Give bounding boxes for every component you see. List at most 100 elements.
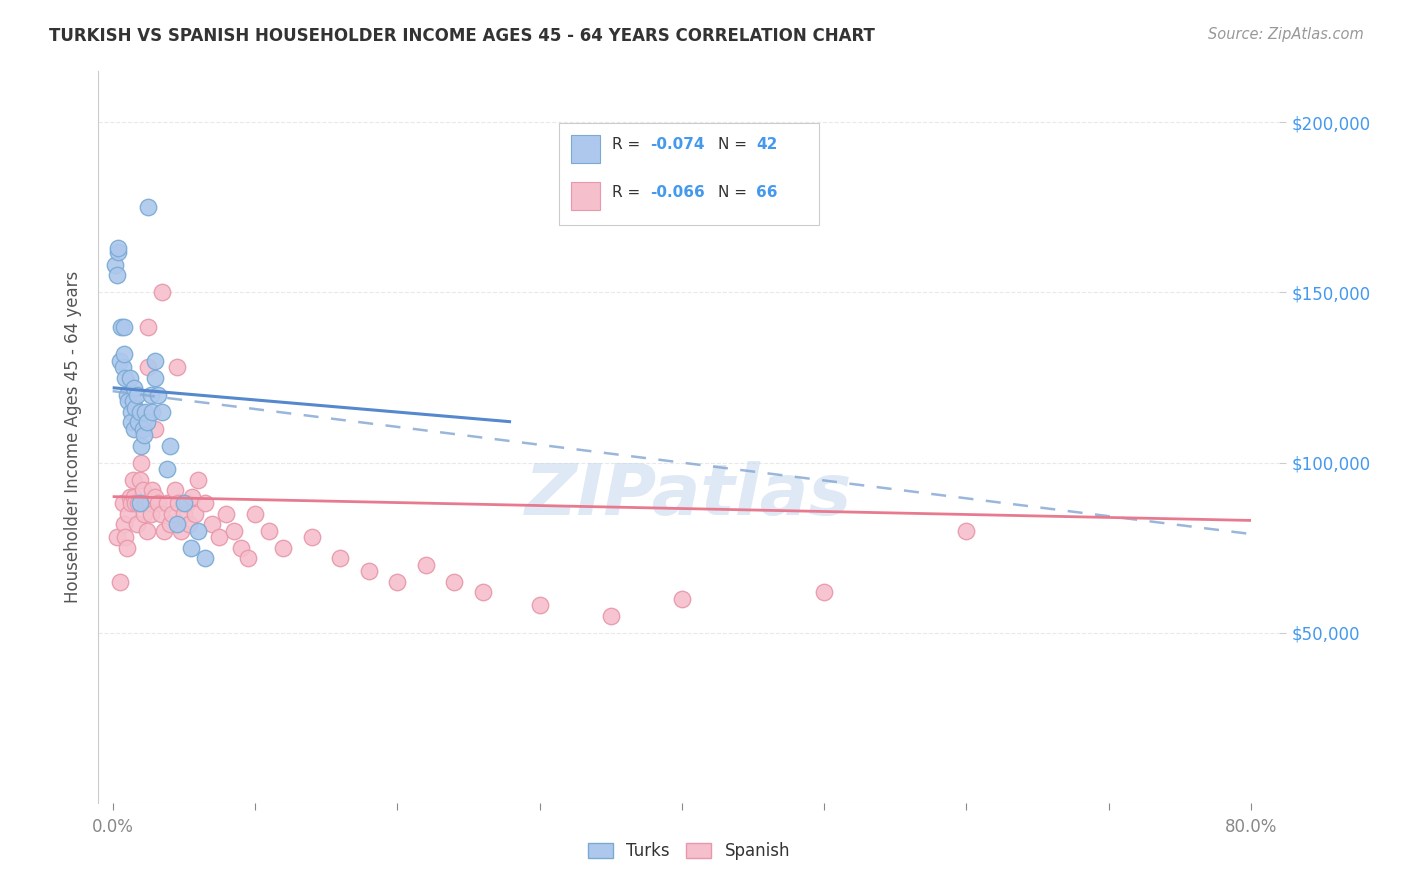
Point xyxy=(201,516,224,531)
Point xyxy=(179,516,201,531)
Point xyxy=(167,496,190,510)
Point xyxy=(156,462,179,476)
Point xyxy=(159,516,181,531)
Point xyxy=(118,370,141,384)
Point xyxy=(529,599,551,613)
Text: N =: N = xyxy=(718,137,752,152)
Point xyxy=(136,319,159,334)
Point xyxy=(107,241,129,255)
Point xyxy=(127,415,149,429)
Point xyxy=(184,507,207,521)
Point xyxy=(152,404,174,418)
Point xyxy=(105,531,128,545)
Point xyxy=(125,387,148,401)
Point xyxy=(112,319,135,334)
Point xyxy=(114,370,136,384)
Point xyxy=(187,524,209,538)
Point xyxy=(215,507,238,521)
Point xyxy=(150,507,173,521)
Point xyxy=(143,490,166,504)
Point xyxy=(107,244,129,259)
Point xyxy=(148,387,170,401)
Point xyxy=(955,524,977,538)
Point xyxy=(153,524,176,538)
Point xyxy=(173,507,195,521)
FancyBboxPatch shape xyxy=(571,135,600,163)
Point xyxy=(134,496,156,510)
Text: Source: ZipAtlas.com: Source: ZipAtlas.com xyxy=(1208,27,1364,42)
Point xyxy=(120,415,142,429)
Point xyxy=(143,421,166,435)
Point xyxy=(124,496,146,510)
Point xyxy=(471,585,494,599)
Point xyxy=(105,268,128,283)
Point xyxy=(156,496,179,510)
Point xyxy=(128,404,150,418)
Text: 66: 66 xyxy=(756,185,778,200)
Point xyxy=(121,473,143,487)
Point xyxy=(135,524,157,538)
Point xyxy=(152,285,174,300)
Point xyxy=(162,507,184,521)
Text: -0.066: -0.066 xyxy=(650,185,704,200)
Point xyxy=(132,507,155,521)
Text: R =: R = xyxy=(612,137,645,152)
Point xyxy=(121,394,143,409)
Point xyxy=(132,428,155,442)
Point xyxy=(139,507,162,521)
Point xyxy=(117,507,139,521)
Point xyxy=(111,360,134,375)
Point xyxy=(139,387,162,401)
Text: 42: 42 xyxy=(756,137,778,152)
Point xyxy=(301,531,323,545)
Text: -0.074: -0.074 xyxy=(650,137,704,152)
Point xyxy=(813,585,835,599)
Point xyxy=(128,473,150,487)
Point xyxy=(108,353,131,368)
Text: N =: N = xyxy=(718,185,752,200)
Point xyxy=(357,565,380,579)
Text: ZIPatlas: ZIPatlas xyxy=(526,461,852,530)
Point xyxy=(141,483,163,497)
Legend: Turks, Spanish: Turks, Spanish xyxy=(588,842,790,860)
Point xyxy=(136,201,159,215)
Text: TURKISH VS SPANISH HOUSEHOLDER INCOME AGES 45 - 64 YEARS CORRELATION CHART: TURKISH VS SPANISH HOUSEHOLDER INCOME AG… xyxy=(49,27,875,45)
Point xyxy=(208,531,231,545)
Point xyxy=(273,541,295,555)
Point xyxy=(115,541,138,555)
FancyBboxPatch shape xyxy=(571,182,600,211)
Point xyxy=(135,415,157,429)
Point xyxy=(104,258,127,272)
Point xyxy=(129,456,152,470)
Point xyxy=(194,496,217,510)
Point xyxy=(125,516,148,531)
Point xyxy=(128,496,150,510)
Point xyxy=(387,574,409,589)
Point xyxy=(176,496,198,510)
Point xyxy=(187,473,209,487)
Point xyxy=(111,496,134,510)
Point xyxy=(671,591,693,606)
Point xyxy=(129,439,152,453)
Point xyxy=(124,401,146,416)
Point xyxy=(131,421,153,435)
Point xyxy=(118,490,141,504)
Point xyxy=(138,496,160,510)
Point xyxy=(134,404,156,418)
FancyBboxPatch shape xyxy=(560,122,818,225)
Point xyxy=(180,541,202,555)
Point xyxy=(143,370,166,384)
Point xyxy=(108,574,131,589)
Point xyxy=(131,483,153,497)
Point xyxy=(148,496,170,510)
Point xyxy=(165,483,187,497)
Point xyxy=(112,516,135,531)
Point xyxy=(243,507,266,521)
Point xyxy=(173,496,195,510)
Point xyxy=(181,490,204,504)
Point xyxy=(110,319,132,334)
Point xyxy=(166,360,188,375)
Point xyxy=(115,387,138,401)
Point xyxy=(127,496,149,510)
Point xyxy=(143,353,166,368)
